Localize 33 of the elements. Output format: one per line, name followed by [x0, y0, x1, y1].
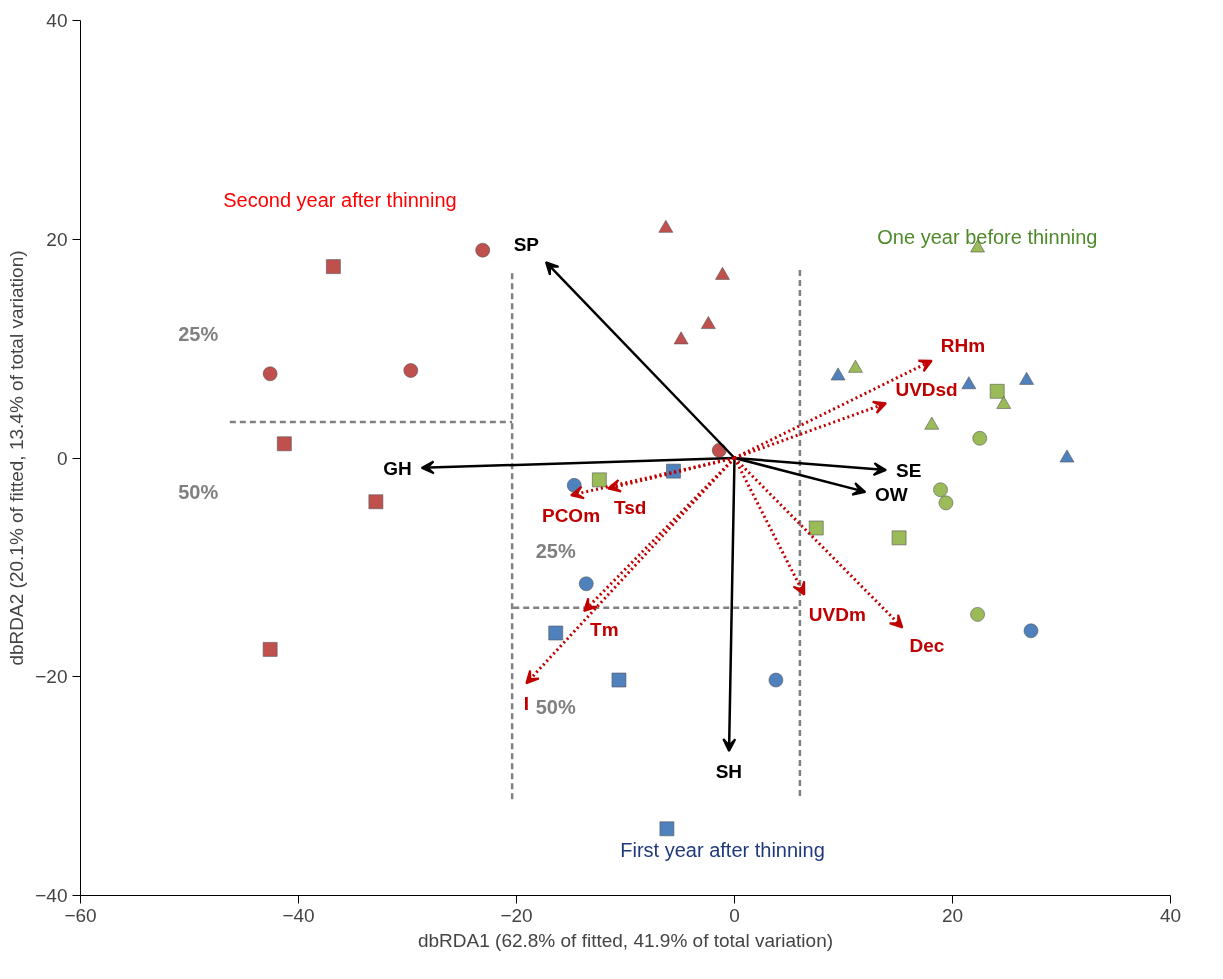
annotation: First year after thinning: [620, 838, 825, 861]
annotation: PCOm: [541, 505, 601, 527]
annotation: Dec: [909, 634, 945, 656]
x-tick-label: −60: [64, 904, 97, 926]
annotation: SE: [895, 460, 922, 482]
y-tick-label: 20: [46, 228, 68, 250]
annotation: RHm: [940, 335, 986, 357]
x-tick-label: 0: [729, 904, 740, 926]
x-tick-label: 20: [941, 904, 964, 926]
y-tick-label: −40: [35, 885, 68, 906]
x-tick-label: −40: [282, 904, 315, 926]
annotation: 50%: [178, 480, 219, 503]
annotation: 50%: [535, 696, 576, 719]
annotation: Second year after thinning: [223, 188, 457, 211]
y-tick-label: 0: [56, 447, 68, 469]
annotation: UVDm: [808, 603, 866, 625]
y-axis-title: dbRDA2 (20.1% of fitted, 13.4% of total variation): [6, 250, 28, 666]
annotation: SH: [715, 761, 743, 783]
annotation: UVDsd: [895, 378, 958, 400]
x-axis-title: dbRDA1 (62.8% of fitted, 41.9% of total variation): [417, 929, 834, 951]
annotation: 25%: [535, 539, 576, 562]
x-tick-label: −20: [500, 904, 533, 926]
annotation: Tsd: [614, 496, 647, 518]
x-tick-label: 40: [1159, 904, 1182, 926]
y-tick-label: 40: [46, 10, 68, 31]
annotation: Tm: [590, 619, 619, 641]
annotation: I: [523, 693, 529, 715]
annotation: SP: [513, 234, 540, 256]
annotation: One year before thinning: [877, 226, 1098, 249]
annotation: GH: [383, 457, 412, 479]
annotation: 25%: [178, 323, 219, 346]
annotation: OW: [874, 483, 908, 505]
y-tick-label: −20: [35, 666, 68, 688]
